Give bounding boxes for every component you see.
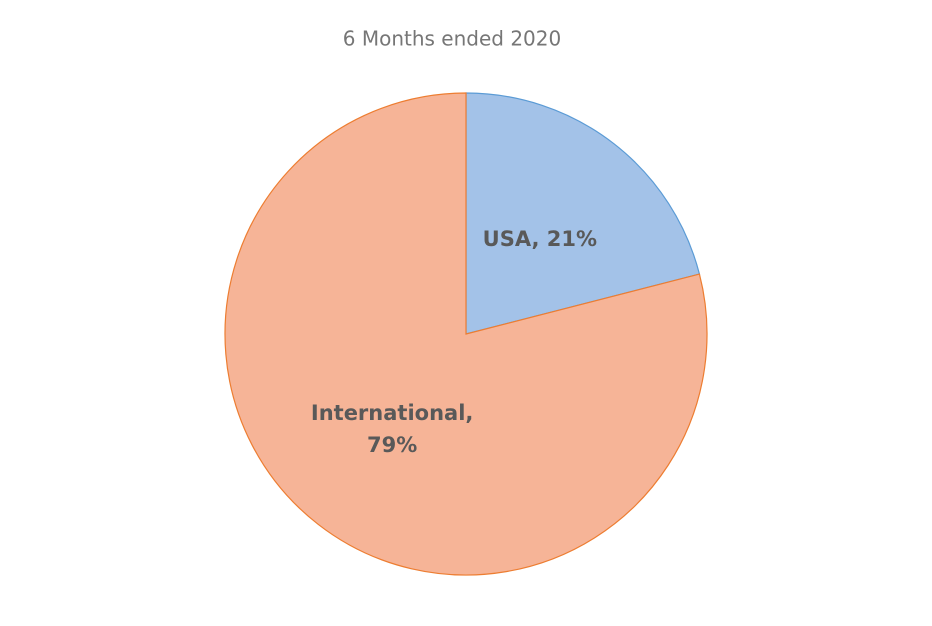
- pie-slice: [224, 92, 708, 576]
- data-label: USA, 21%: [482, 226, 598, 251]
- chart-title: 6 Months ended 2020: [343, 27, 561, 51]
- pie-slice: [465, 92, 701, 335]
- data-label: International, 79%: [310, 401, 474, 458]
